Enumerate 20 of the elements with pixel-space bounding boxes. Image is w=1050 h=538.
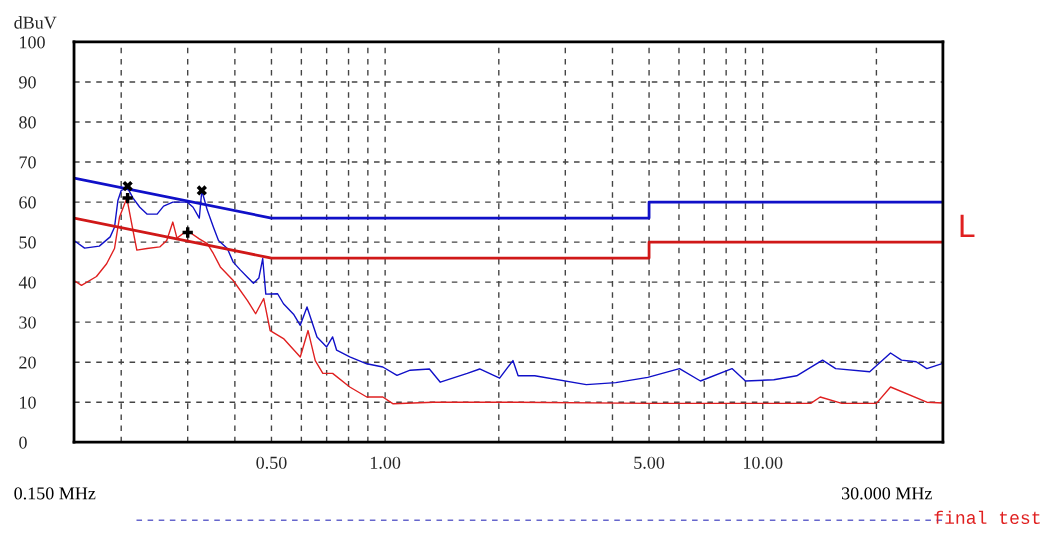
text: L — [960, 214, 975, 238]
y-tick-label: 80 — [19, 116, 36, 129]
y-tick-label: 40 — [18, 276, 36, 289]
x-tick-label: 0.50 — [256, 456, 287, 469]
y-tick-label: 60 — [19, 196, 36, 209]
y-tick-label: 20 — [19, 356, 36, 369]
text: 0.150 MHz — [14, 487, 96, 500]
y-tick-label: 30 — [19, 316, 36, 329]
y-tick-label: 50 — [19, 236, 36, 249]
y-axis-title: dBuV — [14, 16, 57, 29]
x-tick-label: 1.00 — [370, 456, 401, 469]
y-tick-label: 70 — [19, 156, 36, 169]
y-tick-label: 100 — [20, 36, 45, 49]
x-tick-label: 10.00 — [744, 456, 783, 469]
x-tick-label: 5.00 — [634, 456, 665, 469]
y-tick-label: 90 — [19, 76, 36, 89]
text: 30.000 MHz — [841, 487, 932, 500]
text: final test — [934, 510, 1040, 525]
y-tick-label: 10 — [20, 396, 36, 409]
y-tick-label: 0 — [19, 436, 27, 449]
